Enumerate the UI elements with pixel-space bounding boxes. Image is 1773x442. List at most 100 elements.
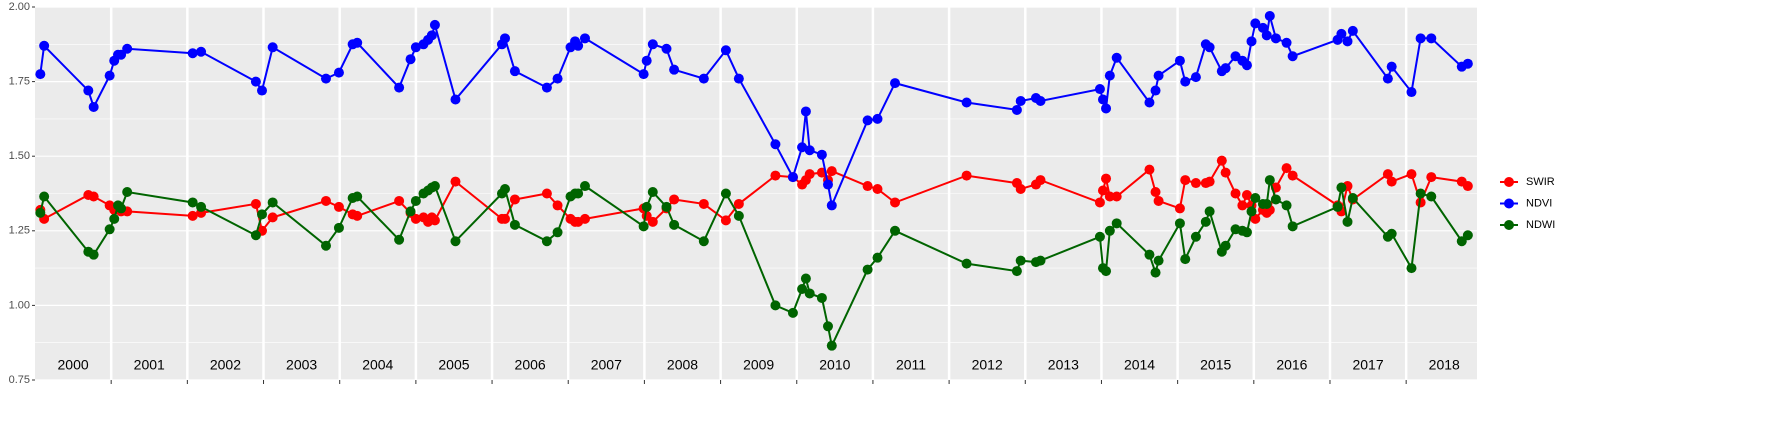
year-label: 2004 (362, 357, 393, 373)
data-point (1153, 195, 1164, 206)
data-point (1220, 167, 1231, 178)
data-point (826, 166, 837, 177)
data-point (872, 113, 883, 124)
data-point (1270, 33, 1281, 44)
y-tick-label: 1.50 (9, 150, 30, 162)
data-point (410, 195, 421, 206)
data-point (88, 101, 99, 112)
data-point (257, 85, 268, 96)
data-point (122, 43, 133, 54)
data-point (1270, 194, 1281, 205)
data-point (410, 42, 421, 53)
data-point (509, 219, 520, 230)
data-point (1150, 267, 1161, 278)
data-point (1230, 188, 1241, 199)
data-point (1144, 164, 1155, 175)
data-point (804, 169, 815, 180)
year-label: 2000 (58, 357, 89, 373)
data-point (509, 66, 520, 77)
data-point (541, 188, 552, 199)
year-label: 2013 (1048, 357, 1079, 373)
data-point (250, 198, 261, 209)
data-point (1190, 178, 1201, 189)
data-point (1287, 221, 1298, 232)
data-point (797, 283, 808, 294)
data-point (638, 69, 649, 80)
data-point (320, 73, 331, 84)
data-point (1386, 176, 1397, 187)
data-point (1281, 163, 1292, 174)
data-point (552, 73, 563, 84)
data-point (1426, 191, 1437, 202)
year-label: 2016 (1276, 357, 1307, 373)
data-point (1015, 95, 1026, 106)
data-point (267, 42, 278, 53)
data-point (267, 197, 278, 208)
data-point (669, 194, 680, 205)
data-point (333, 222, 344, 233)
year-label: 2011 (896, 357, 926, 373)
data-point (698, 198, 709, 209)
data-point (1015, 255, 1026, 266)
data-point (733, 73, 744, 84)
data-point (394, 234, 405, 245)
data-point (1144, 249, 1155, 260)
data-point (1342, 216, 1353, 227)
legend-swatch (1504, 177, 1514, 187)
data-point (1174, 55, 1185, 66)
data-point (787, 172, 798, 183)
data-point (1406, 263, 1417, 274)
data-point (426, 30, 437, 41)
data-point (352, 210, 363, 221)
data-point (1101, 173, 1112, 184)
data-point (1153, 255, 1164, 266)
data-point (1462, 230, 1473, 241)
data-point (1097, 185, 1108, 196)
data-point (1015, 184, 1026, 195)
data-point (39, 40, 50, 51)
data-point (500, 213, 511, 224)
data-point (800, 273, 811, 284)
data-point (450, 236, 461, 247)
data-point (733, 210, 744, 221)
data-point (1382, 73, 1393, 84)
data-point (1347, 25, 1358, 36)
data-point (1250, 18, 1261, 29)
y-tick-label: 1.75 (9, 76, 30, 88)
data-point (1104, 70, 1115, 81)
data-point (333, 201, 344, 212)
data-point (1011, 104, 1022, 115)
data-point (1264, 175, 1275, 186)
data-point (1426, 172, 1437, 183)
data-point (1386, 228, 1397, 239)
year-label: 2015 (1200, 357, 1231, 373)
year-label: 2009 (743, 357, 774, 373)
data-point (961, 258, 972, 269)
data-point (822, 321, 833, 332)
data-point (500, 184, 511, 195)
data-point (1287, 51, 1298, 62)
data-point (1257, 22, 1268, 33)
data-point (1415, 33, 1426, 44)
data-point (1174, 218, 1185, 229)
data-point (573, 188, 584, 199)
data-point (405, 206, 416, 217)
data-point (961, 97, 972, 108)
data-point (352, 191, 363, 202)
data-point (35, 207, 46, 218)
data-point (333, 67, 344, 78)
year-label: 2010 (819, 357, 850, 373)
data-point (720, 45, 731, 56)
data-point (1190, 231, 1201, 242)
data-point (1241, 60, 1252, 71)
data-point (187, 210, 198, 221)
data-point (1220, 240, 1231, 251)
data-point (1382, 169, 1393, 180)
data-point (1190, 72, 1201, 83)
data-point (822, 179, 833, 190)
data-point (826, 340, 837, 351)
data-point (429, 215, 440, 226)
data-point (1094, 197, 1105, 208)
data-point (862, 115, 873, 126)
